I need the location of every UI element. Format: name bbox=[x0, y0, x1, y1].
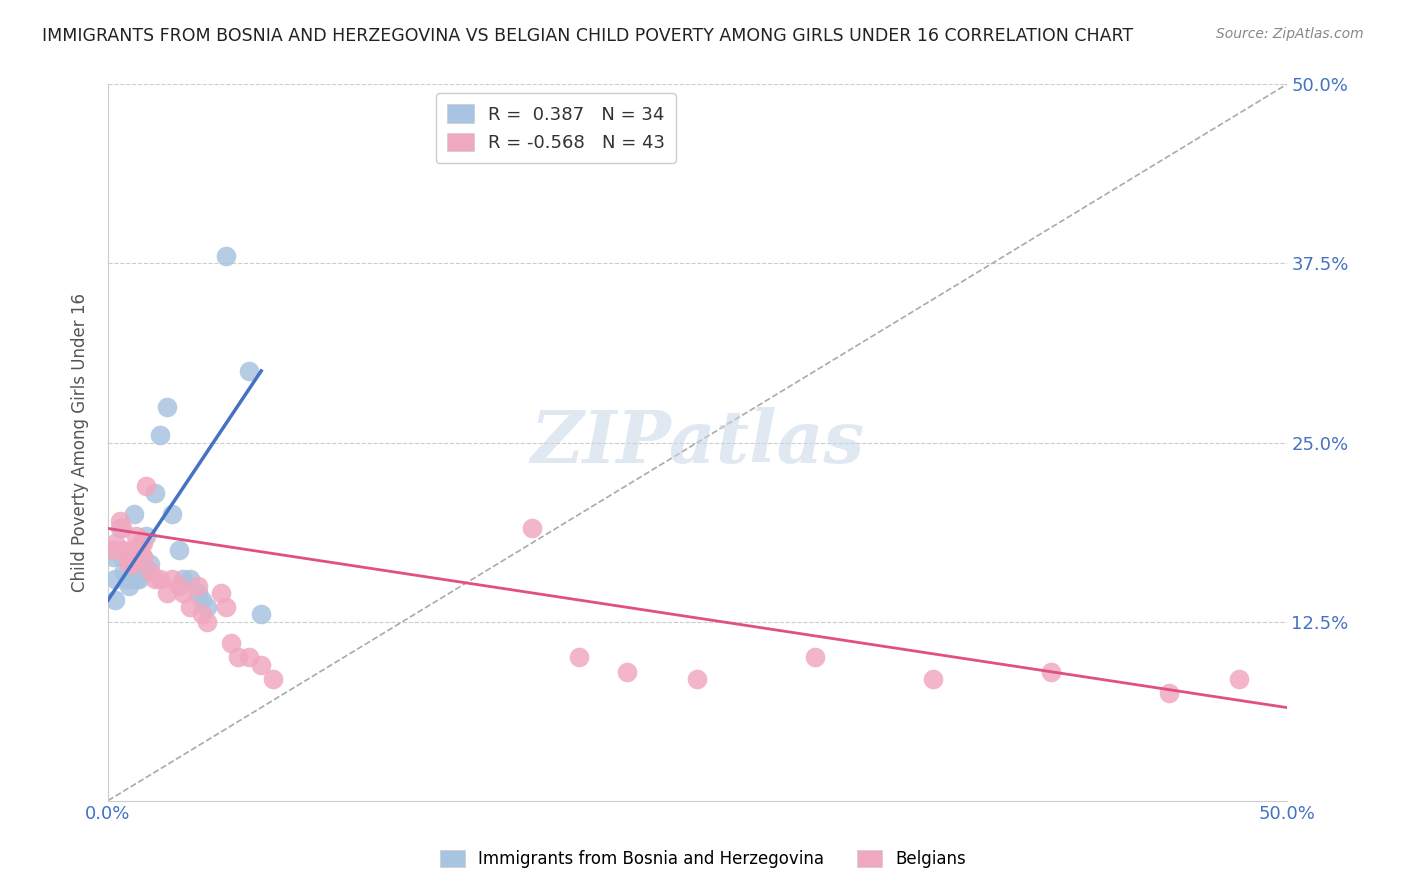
Point bbox=[804, 650, 827, 665]
Legend: Immigrants from Bosnia and Herzegovina, Belgians: Immigrants from Bosnia and Herzegovina, … bbox=[433, 843, 973, 875]
Point bbox=[160, 507, 183, 521]
Point bbox=[132, 536, 155, 550]
Text: IMMIGRANTS FROM BOSNIA AND HERZEGOVINA VS BELGIAN CHILD POVERTY AMONG GIRLS UNDE: IMMIGRANTS FROM BOSNIA AND HERZEGOVINA V… bbox=[42, 27, 1133, 45]
Legend: R =  0.387   N = 34, R = -0.568   N = 43: R = 0.387 N = 34, R = -0.568 N = 43 bbox=[436, 94, 676, 163]
Point bbox=[128, 543, 150, 558]
Point bbox=[111, 521, 134, 535]
Point bbox=[122, 507, 145, 521]
Point bbox=[172, 586, 194, 600]
Point bbox=[128, 565, 150, 579]
Point bbox=[132, 550, 155, 565]
Point bbox=[114, 565, 136, 579]
Point bbox=[121, 543, 143, 558]
Point bbox=[250, 657, 273, 672]
Point bbox=[209, 586, 232, 600]
Point bbox=[108, 514, 131, 528]
Point bbox=[215, 249, 238, 263]
Point bbox=[125, 528, 148, 542]
Y-axis label: Child Poverty Among Girls Under 16: Child Poverty Among Girls Under 16 bbox=[72, 293, 89, 592]
Point bbox=[191, 593, 214, 607]
Point bbox=[179, 572, 201, 586]
Point bbox=[187, 586, 209, 600]
Point bbox=[215, 600, 238, 615]
Point bbox=[125, 572, 148, 586]
Point bbox=[118, 579, 141, 593]
Point bbox=[104, 572, 127, 586]
Point bbox=[156, 400, 179, 414]
Point bbox=[238, 650, 260, 665]
Point bbox=[262, 672, 284, 686]
Point bbox=[129, 536, 152, 550]
Point bbox=[226, 650, 249, 665]
Point bbox=[522, 521, 544, 535]
Point bbox=[172, 572, 194, 586]
Point bbox=[143, 485, 166, 500]
Point bbox=[121, 558, 143, 572]
Point bbox=[118, 558, 141, 572]
Point bbox=[135, 478, 157, 492]
Point bbox=[922, 672, 945, 686]
Point bbox=[104, 536, 127, 550]
Point bbox=[121, 572, 143, 586]
Point bbox=[115, 572, 138, 586]
Point bbox=[139, 558, 162, 572]
Point bbox=[101, 550, 124, 565]
Point bbox=[104, 593, 127, 607]
Point bbox=[121, 558, 143, 572]
Point bbox=[136, 565, 159, 579]
Point bbox=[135, 528, 157, 542]
Point bbox=[149, 428, 172, 442]
Point bbox=[219, 636, 242, 650]
Point bbox=[195, 615, 218, 629]
Point bbox=[108, 521, 131, 535]
Point bbox=[250, 607, 273, 622]
Point bbox=[114, 543, 136, 558]
Point bbox=[1157, 686, 1180, 700]
Point bbox=[139, 565, 162, 579]
Point bbox=[616, 665, 638, 679]
Text: ZIPatlas: ZIPatlas bbox=[530, 407, 865, 478]
Point bbox=[156, 586, 179, 600]
Point bbox=[167, 579, 190, 593]
Text: Source: ZipAtlas.com: Source: ZipAtlas.com bbox=[1216, 27, 1364, 41]
Point bbox=[122, 543, 145, 558]
Point bbox=[129, 550, 152, 565]
Point bbox=[160, 572, 183, 586]
Point bbox=[179, 600, 201, 615]
Point bbox=[568, 650, 591, 665]
Point bbox=[128, 572, 150, 586]
Point bbox=[187, 579, 209, 593]
Point bbox=[125, 558, 148, 572]
Point bbox=[101, 543, 124, 558]
Point bbox=[195, 600, 218, 615]
Point bbox=[132, 558, 155, 572]
Point bbox=[143, 572, 166, 586]
Point bbox=[191, 607, 214, 622]
Point bbox=[132, 550, 155, 565]
Point bbox=[238, 364, 260, 378]
Point bbox=[115, 550, 138, 565]
Point bbox=[167, 543, 190, 558]
Point bbox=[686, 672, 709, 686]
Point bbox=[1039, 665, 1062, 679]
Point bbox=[111, 550, 134, 565]
Point bbox=[149, 572, 172, 586]
Point bbox=[1229, 672, 1251, 686]
